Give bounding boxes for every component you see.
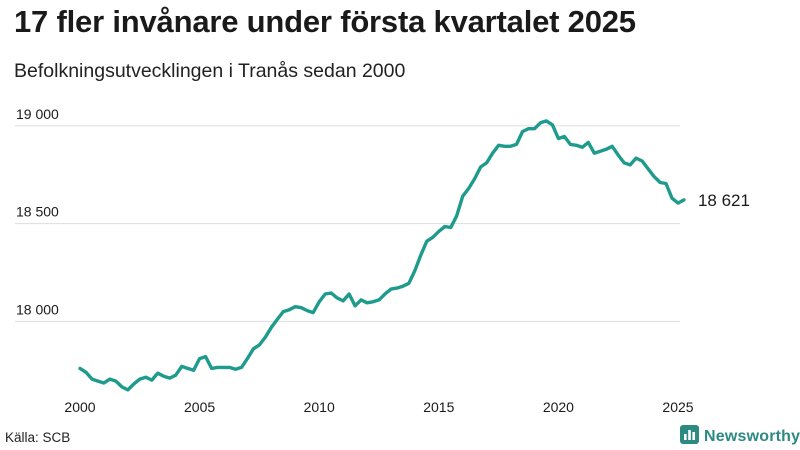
source-note: Källa: SCB [5,430,71,445]
x-tick-label: 2000 [64,399,95,415]
y-tick-label: 18 500 [16,204,59,220]
page-title: 17 fler invånare under första kvartalet … [14,4,636,39]
last-value-label: 18 621 [698,191,750,210]
x-tick-label: 2015 [423,399,454,415]
x-axis-ticks: 2000 2005 2010 2015 2020 2025 [64,399,693,415]
grid-lines [15,125,680,322]
x-tick-label: 2005 [184,399,215,415]
page-subtitle: Befolkningsutvecklingen i Tranås sedan 2… [14,60,406,82]
y-tick-label: 18 000 [16,301,59,317]
brand-name: Newsworthy [704,428,800,445]
population-series-line [78,119,686,392]
y-axis-ticks: 18 000 18 500 19 000 [16,106,59,318]
x-tick-label: 2010 [304,399,335,415]
brand-logo[interactable]: Newsworthy [680,425,800,449]
x-tick-label: 2020 [543,399,574,415]
y-tick-label: 19 000 [16,106,59,122]
x-tick-label: 2025 [662,399,693,415]
bar-chart-logo-icon [680,425,699,449]
